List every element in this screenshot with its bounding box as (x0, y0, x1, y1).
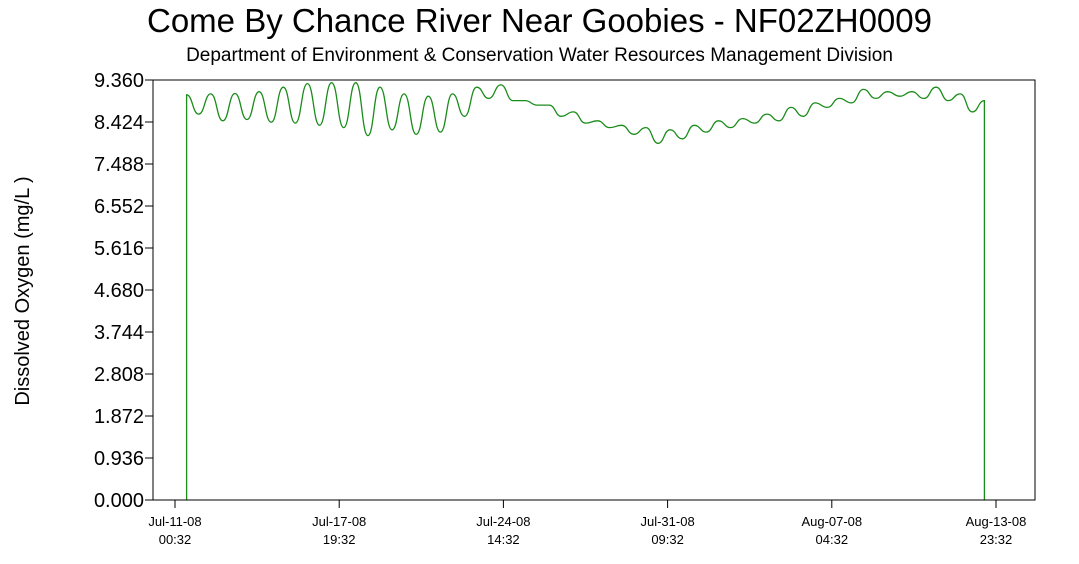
y-tick-label: 5.616 (94, 238, 144, 260)
y-tick-label: 7.488 (94, 154, 144, 176)
plot-lines (185, 82, 986, 500)
x-tick-time: 09:32 (651, 532, 684, 547)
y-tick-label: 8.424 (94, 112, 144, 134)
x-tick-date: Aug-13-08 (966, 514, 1027, 529)
x-axis-ticks: Jul-11-08 00:32 Jul-17-08 19:32 Jul-24-08 14:… (148, 500, 1026, 547)
y-tick-label: 9.360 (94, 70, 144, 92)
x-tick-date: Aug-07-08 (801, 514, 862, 529)
y-tick-label: 0.936 (94, 448, 144, 470)
y-tick-label: 3.744 (94, 322, 144, 344)
y-tick-label: 1.872 (94, 406, 144, 428)
x-tick-time: 14:32 (487, 532, 520, 547)
x-tick-date: Jul-11-08 (148, 514, 201, 529)
series-line (185, 82, 986, 500)
y-axis-ticks: 0.000 0.936 1.872 2.808 3.744 4.680 5.616 6.552… (94, 70, 153, 512)
chart-subtitle: Department of Environment & Conservation… (186, 45, 893, 66)
x-tick-time: 23:32 (980, 532, 1013, 547)
x-tick-time: 00:32 (159, 532, 192, 547)
plot-frame (152, 79, 1036, 501)
y-axis-label: Dissolved Oxygen (mg/L ) (12, 176, 34, 405)
x-tick-date: Jul-17-08 (312, 514, 366, 529)
x-tick-date: Jul-31-08 (640, 514, 694, 529)
x-tick-time: 19:32 (323, 532, 356, 547)
x-tick-date: Jul-24-08 (476, 514, 530, 529)
y-tick-label: 4.680 (94, 280, 144, 302)
y-tick-label: 0.000 (94, 490, 144, 512)
x-tick-time: 04:32 (816, 532, 849, 547)
y-tick-label: 6.552 (94, 196, 144, 218)
chart-title: Come By Chance River Near Goobies - NF02… (147, 2, 932, 39)
y-tick-label: 2.808 (94, 364, 144, 386)
